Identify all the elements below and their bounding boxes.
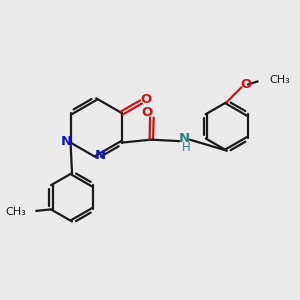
Text: CH₃: CH₃ xyxy=(269,75,290,85)
Text: N: N xyxy=(179,132,190,145)
Text: CH₃: CH₃ xyxy=(6,207,26,218)
Text: O: O xyxy=(141,106,152,119)
Text: H: H xyxy=(182,141,190,154)
Text: O: O xyxy=(140,93,151,106)
Text: N: N xyxy=(60,135,71,148)
Text: O: O xyxy=(241,78,252,91)
Text: N: N xyxy=(95,149,106,162)
